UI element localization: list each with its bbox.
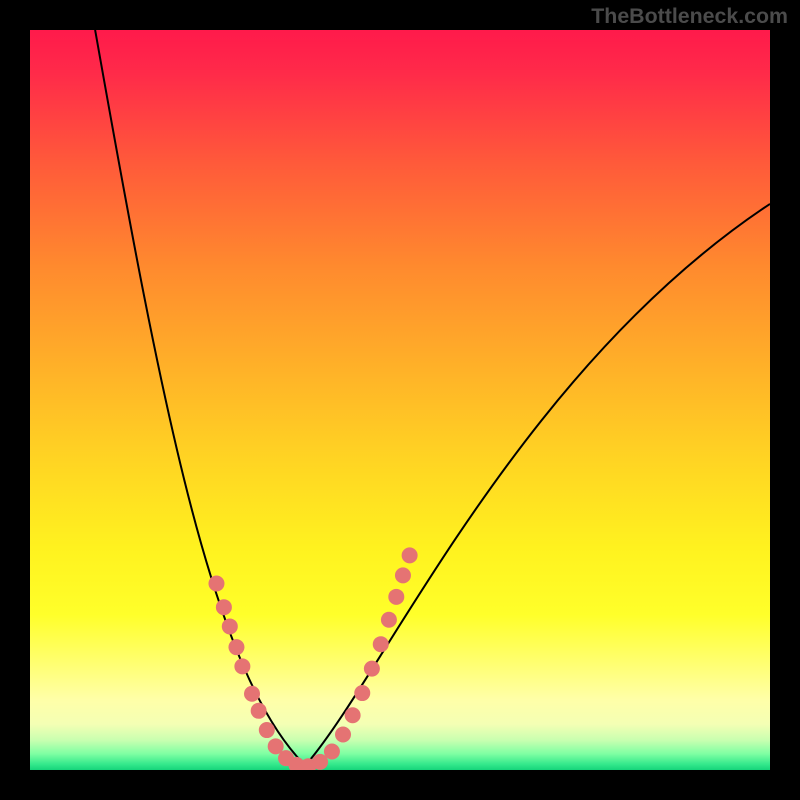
data-marker (395, 567, 411, 583)
bottleneck-curve (95, 30, 770, 766)
chart-frame: TheBottleneck.com (0, 0, 800, 800)
data-marker (335, 726, 351, 742)
data-marker (234, 658, 250, 674)
data-marker (324, 744, 340, 760)
data-marker (216, 599, 232, 615)
data-marker (208, 576, 224, 592)
data-marker (354, 685, 370, 701)
data-marker (381, 612, 397, 628)
data-marker (251, 703, 267, 719)
data-marker (222, 618, 238, 634)
plot-area (30, 30, 770, 770)
data-marker (228, 639, 244, 655)
data-marker (259, 722, 275, 738)
data-marker (402, 547, 418, 563)
watermark-text: TheBottleneck.com (591, 4, 788, 29)
data-marker (364, 661, 380, 677)
chart-svg (30, 30, 770, 770)
data-marker (244, 686, 260, 702)
data-marker (373, 636, 389, 652)
data-marker (388, 589, 404, 605)
data-marker (345, 707, 361, 723)
